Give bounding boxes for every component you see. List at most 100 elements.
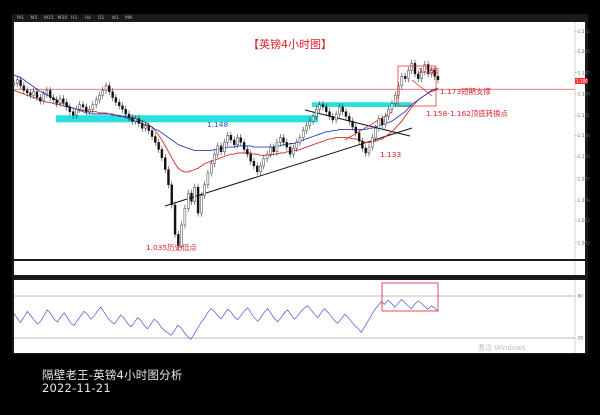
oscillator-lower-label: 20 [578,336,584,342]
candle-body [144,125,147,129]
oscillator-panel [14,280,585,353]
candle-body [371,137,374,148]
candle-body [213,153,216,164]
candle-body [180,224,183,247]
candle-body [282,137,285,143]
candle-body [68,106,72,112]
toolbar-item: H4 [85,15,91,21]
candle-body [242,142,246,150]
toolbar-item: D1 [98,15,105,21]
arrow-line [411,79,433,97]
candle-body [55,99,58,104]
candle-body [272,146,275,153]
candle-body [302,130,305,138]
candle-body [134,118,137,122]
price-tick-label: 1.043 [578,240,591,246]
toolbar-item: W1 [112,15,120,21]
candle-body [173,204,177,235]
candle-body [298,137,302,143]
trendline-lower [164,127,413,207]
candle-body [351,120,354,128]
candle-body [140,123,144,129]
candle-body [12,83,16,85]
candle-body [436,76,440,81]
candle-body [256,165,259,173]
candle-body [308,120,312,127]
oscillator-line [13,299,439,340]
candle-body [269,146,272,155]
annotation-label: 1.158-1.162顶底转换点 [426,109,509,118]
candle-body [364,148,367,154]
annotation-label: 1.148 [207,120,228,129]
candle-body [321,104,325,108]
candle-body [305,125,308,131]
candle-body [108,85,111,92]
candle-body [104,85,108,91]
candle-body [85,106,88,112]
candle-body [252,161,256,167]
candle-body [101,90,104,96]
candle-body [22,85,26,91]
candle-body [75,109,78,116]
candle-body [187,192,190,209]
candle-body [88,109,91,112]
toolbar-item: M30 [58,15,68,21]
highlight-zone [56,115,318,123]
volume-panel [14,261,585,275]
candle-body [348,116,351,122]
current-price-tag [575,78,587,84]
candle-body [98,94,101,101]
candle-body [216,145,219,155]
candle-body [361,140,364,149]
toolbar-item: H1 [71,15,77,21]
annotation-label: 1.173短期支撑 [440,87,491,96]
candle-body [311,116,315,122]
toolbar-item: M5 [31,15,38,21]
price-tick-label: 1.062 [578,218,591,224]
candle-body [430,70,433,75]
candle-body [338,106,341,115]
caption-title: 隔壁老王-英镑4小时图分析 [42,368,183,382]
oscillator-highlight-box [381,282,439,312]
price-tick-label: 1.097 [578,177,591,183]
candle-body [167,169,170,186]
candle-body [111,91,114,98]
ma-blue-line [13,74,439,152]
candle-body [374,127,377,138]
candle-body [193,186,196,202]
price-tick-label: 1.169 [578,92,591,98]
candle-body [91,104,95,110]
annotation-label: 1.133 [380,150,401,159]
highlight-zone [312,102,412,107]
candle-body [380,118,384,125]
candle-body [183,208,187,226]
toolbar-item: M1 [17,15,24,21]
candle-body [39,97,42,102]
candle-body [344,111,348,117]
candle-body [78,104,81,110]
candle-body [233,139,236,145]
candle-body [400,76,404,86]
candle-body [403,76,407,79]
candle-body [423,64,427,72]
candle-body [170,184,173,206]
annotation-label: 1.195 [418,66,439,75]
candle-body [52,97,55,101]
candle-body [163,157,167,170]
caption-date: 2022-11-21 [42,381,111,395]
candle-body [394,94,397,104]
candle-body [367,146,371,154]
candle-body [48,90,52,98]
candle-body [71,111,75,116]
candle-body [223,142,226,153]
candle-body [407,70,410,79]
candle-body [150,130,154,137]
candle-body [206,172,210,186]
candle-body [334,113,338,121]
candle-body [236,137,239,145]
price-tick-label: 1.151 [578,113,591,119]
candle-body [239,137,242,143]
ma-red-line [13,88,439,173]
